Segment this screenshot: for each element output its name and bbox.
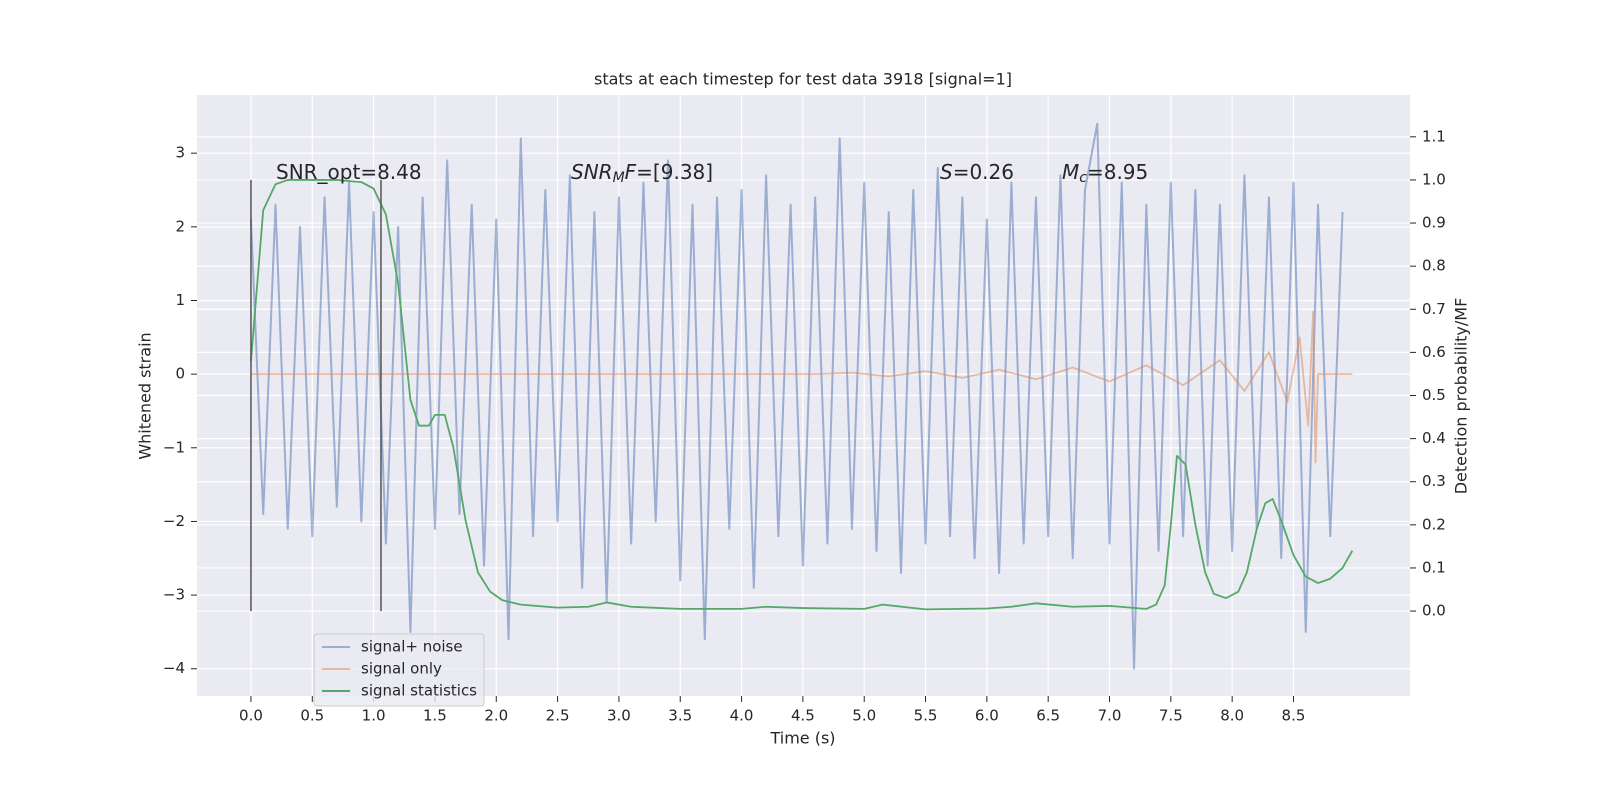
y-tick-label: −3 — [163, 586, 185, 604]
legend-label: signal only — [361, 660, 442, 678]
annotation-part: =0.26 — [953, 160, 1014, 184]
x-tick-label: 8.5 — [1282, 707, 1306, 725]
y-tick-label: −1 — [163, 438, 185, 456]
x-tick-label: 6.5 — [1036, 707, 1060, 725]
annotation-part: S — [940, 160, 953, 184]
x-tick-label: 1.5 — [423, 707, 447, 725]
y2-axis-label: Detection probability/MF — [1452, 298, 1471, 495]
y2-tick-label: 0.0 — [1422, 602, 1446, 620]
x-tick-label: 4.5 — [791, 707, 815, 725]
y-axis-label: Whitened strain — [136, 332, 155, 459]
y-tick-label: 1 — [175, 291, 185, 309]
y-tick-label: 0 — [175, 365, 185, 383]
y2-tick-label: 0.8 — [1422, 257, 1446, 275]
y2-tick-label: 0.2 — [1422, 515, 1446, 533]
x-tick-label: 7.5 — [1159, 707, 1183, 725]
x-tick-label: 8.0 — [1220, 707, 1244, 725]
legend-label: signal statistics — [361, 682, 477, 700]
x-axis-label: Time (s) — [769, 729, 835, 748]
annotation: Mc=8.95 — [1062, 160, 1148, 187]
series-line — [249, 122, 1344, 670]
y2-tick-label: 0.5 — [1422, 386, 1446, 404]
annotation-part: =8.95 — [1087, 160, 1148, 184]
legend-label: signal+ noise — [361, 638, 463, 656]
x-tick-label: 6.0 — [975, 707, 999, 725]
y2-tick-label: 0.7 — [1422, 300, 1446, 318]
annotation-part: F — [625, 160, 637, 184]
annotation-part: SNR_opt=8.48 — [276, 160, 422, 184]
x-tick-label: 0.5 — [300, 707, 324, 725]
x-tick-label: 7.0 — [1098, 707, 1122, 725]
y-tick-label: 3 — [175, 144, 185, 162]
x-tick-label: 5.0 — [852, 707, 876, 725]
annotation: SNRMF=[9.38] — [571, 160, 713, 187]
y-tick-label: −2 — [163, 512, 185, 530]
annotation-part: =[9.38] — [636, 160, 713, 184]
y2-tick-label: 0.4 — [1422, 429, 1446, 447]
y-tick-label: 2 — [175, 217, 185, 235]
y2-tick-label: 0.3 — [1422, 472, 1446, 490]
series-line — [250, 310, 1353, 464]
y2-tick-label: 0.9 — [1422, 214, 1446, 232]
x-tick-label: 2.5 — [546, 707, 570, 725]
series-line — [250, 179, 1354, 611]
x-tick-label: 0.0 — [239, 707, 263, 725]
y2-tick-label: 1.1 — [1422, 127, 1446, 145]
annotation: SNR_opt=8.48 — [276, 160, 422, 184]
x-tick-label: 2.0 — [484, 707, 508, 725]
x-tick-label: 1.0 — [362, 707, 386, 725]
annotation: S=0.26 — [940, 160, 1014, 184]
y2-tick-label: 0.6 — [1422, 343, 1446, 361]
y2-tick-label: 1.0 — [1422, 170, 1446, 188]
annotation-part: c — [1079, 170, 1087, 186]
x-tick-label: 3.0 — [607, 707, 631, 725]
y2-tick-label: 0.1 — [1422, 558, 1446, 576]
chart-title: stats at each timestep for test data 391… — [594, 70, 1012, 89]
annotation-part: M — [1062, 160, 1079, 184]
x-tick-label: 3.5 — [668, 707, 692, 725]
annotation-part: M — [613, 170, 625, 186]
legend-box — [313, 633, 485, 707]
x-tick-label: 5.5 — [914, 707, 938, 725]
annotation-part: SNR — [571, 160, 613, 184]
y-tick-label: −4 — [163, 659, 185, 677]
x-tick-label: 4.0 — [730, 707, 754, 725]
